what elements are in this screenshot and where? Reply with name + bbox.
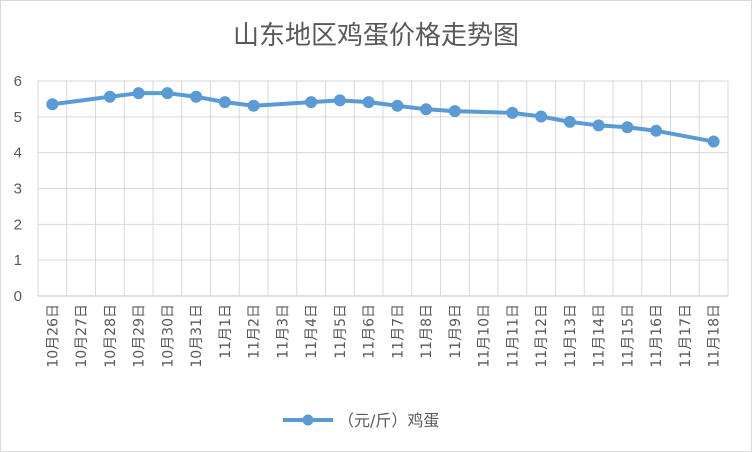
data-point <box>563 115 576 128</box>
data-point <box>305 96 318 109</box>
y-tick-label: 2 <box>14 216 22 233</box>
y-tick-label: 5 <box>14 109 22 126</box>
data-point <box>362 96 375 109</box>
data-point <box>621 121 634 134</box>
data-point <box>592 119 605 132</box>
y-axis-ticks: 0 1 2 3 4 5 6 <box>14 73 22 305</box>
legend: （元/斤）鸡蛋 <box>283 411 439 430</box>
chart-title: 山东地区鸡蛋价格走势图 <box>233 21 519 51</box>
y-tick-label: 6 <box>14 73 22 90</box>
data-point <box>132 87 145 100</box>
data-point <box>46 98 59 111</box>
x-tick-label: 11月16日 <box>649 304 665 368</box>
x-tick-label: 11月7日 <box>390 304 406 359</box>
x-tick-label: 11月14日 <box>592 304 608 368</box>
data-point <box>506 106 519 119</box>
data-point <box>535 110 548 123</box>
data-point <box>247 99 260 112</box>
x-tick-label: 10月31日 <box>189 304 205 368</box>
x-tick-label: 10月26日 <box>45 304 61 368</box>
x-tick-label: 11月8日 <box>419 304 435 359</box>
x-tick-label: 10月29日 <box>132 304 148 368</box>
y-tick-label: 4 <box>14 145 22 162</box>
x-tick-label: 10月28日 <box>103 304 119 368</box>
x-tick-label: 11月12日 <box>534 304 550 368</box>
series-layer <box>46 87 720 148</box>
x-tick-label: 11月18日 <box>707 304 723 368</box>
data-point <box>161 87 174 100</box>
x-tick-label: 11月13日 <box>563 304 579 368</box>
x-tick-label: 11月5日 <box>333 304 349 359</box>
x-tick-label: 11月1日 <box>218 304 234 359</box>
x-tick-label: 11月6日 <box>362 304 378 359</box>
data-point <box>333 94 346 107</box>
x-tick-label: 11月9日 <box>448 304 464 359</box>
y-tick-label: 3 <box>14 181 22 198</box>
data-point <box>218 96 231 109</box>
legend-label: （元/斤）鸡蛋 <box>338 411 439 430</box>
data-point <box>190 90 203 103</box>
gridlines <box>37 80 729 297</box>
x-tick-label: 11月3日 <box>275 304 291 359</box>
x-tick-label: 11月11日 <box>505 304 521 368</box>
data-point <box>650 124 663 137</box>
x-tick-label: 11月4日 <box>304 304 320 359</box>
data-point <box>391 99 404 112</box>
x-tick-label: 11月2日 <box>247 304 263 359</box>
x-axis-ticks: 10月26日 10月27日 10月28日 10月29日 10月30日 10月31日 11月1… <box>45 304 722 368</box>
x-tick-label: 10月27日 <box>74 304 90 368</box>
x-tick-label: 11月10日 <box>477 304 493 368</box>
x-tick-label: 11月17日 <box>678 304 694 368</box>
y-tick-label: 1 <box>14 252 22 269</box>
legend-marker <box>302 414 314 426</box>
data-point <box>707 135 720 148</box>
data-point <box>420 103 433 116</box>
data-point <box>103 90 116 103</box>
x-tick-label: 10月30日 <box>160 304 176 368</box>
x-tick-label: 11月15日 <box>620 304 636 368</box>
data-point <box>448 105 461 118</box>
y-tick-label: 0 <box>14 288 22 305</box>
